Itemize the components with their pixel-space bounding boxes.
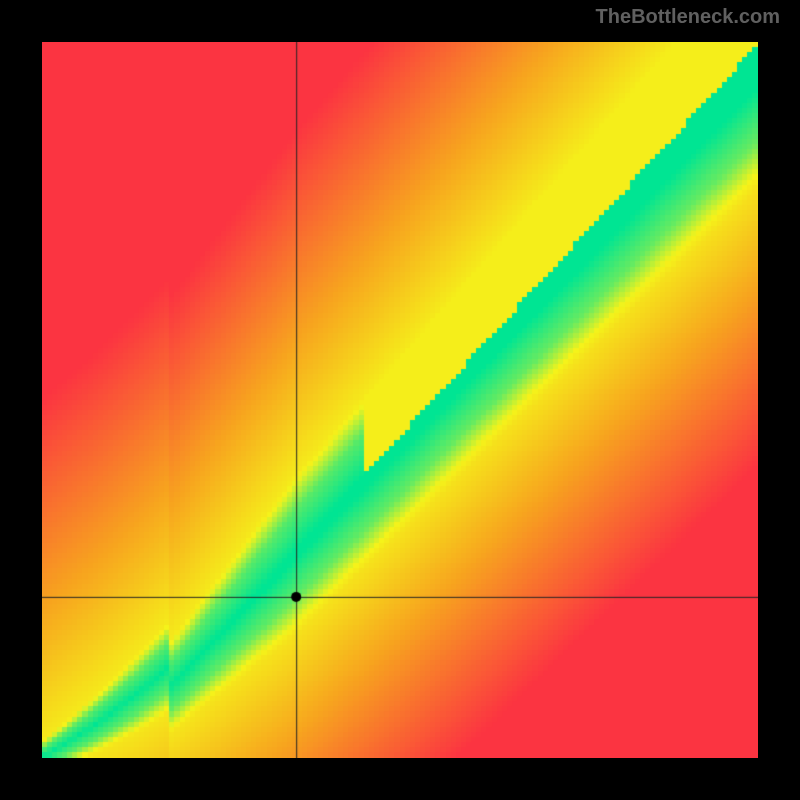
- watermark-text: TheBottleneck.com: [596, 6, 780, 29]
- bottleneck-heatmap: [42, 42, 758, 758]
